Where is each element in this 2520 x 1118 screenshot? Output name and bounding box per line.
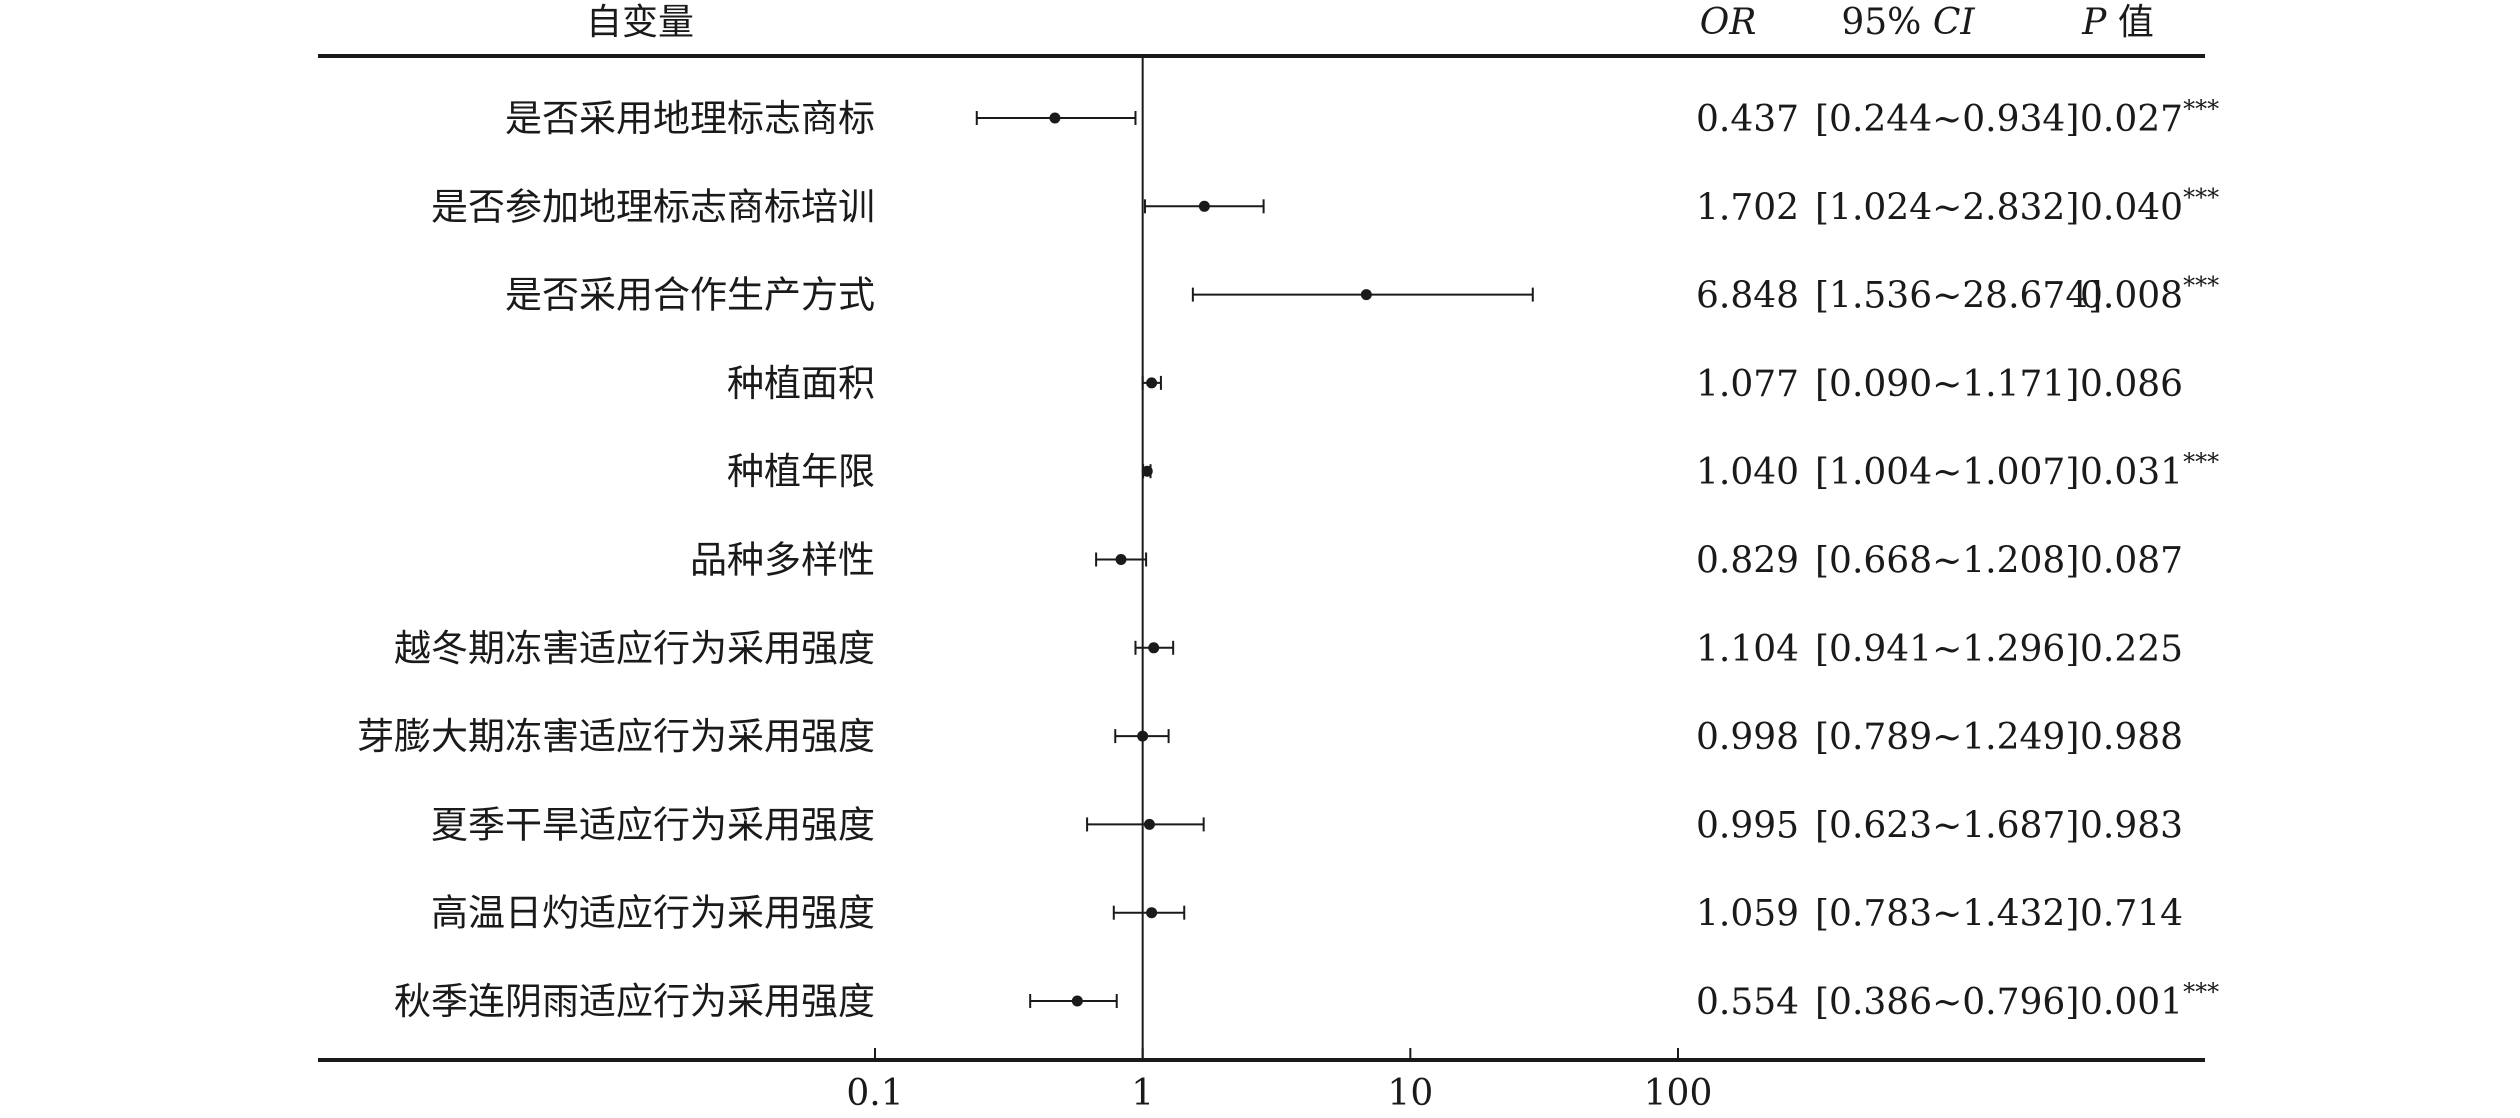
or-point <box>1146 377 1158 389</box>
or-point <box>1049 112 1061 124</box>
row-label: 夏季干旱适应行为采用强度 <box>431 803 875 846</box>
p-value: 0.988 <box>2080 717 2183 758</box>
table-row: 高温日灼适应行为采用强度 1.059 [0.783~1.432] 0.714 <box>431 892 2183 935</box>
or-value: 1.702 <box>1696 187 1799 228</box>
or-value: 0.995 <box>1696 805 1799 846</box>
p-value-number: 0.086 <box>2080 364 2183 405</box>
ci-value: [0.623~1.687] <box>1815 805 2079 846</box>
p-value-number: 0.714 <box>2080 894 2183 935</box>
p-value: 0.008*** <box>2080 272 2219 317</box>
significance-marker: *** <box>2183 978 2219 1006</box>
p-value-number: 0.001 <box>2080 982 2183 1023</box>
table-row: 种植面积 1.077 [0.090~1.171] 0.086 <box>727 362 2183 405</box>
or-value: 1.040 <box>1696 452 1799 493</box>
or-point <box>1360 289 1372 301</box>
header-ci: 95% CI <box>1841 2 1975 43</box>
ci-value: [1.004~1.007] <box>1815 452 2079 493</box>
row-label: 越冬期冻害适应行为采用强度 <box>394 627 875 670</box>
ci-value: [1.536~28.674] <box>1815 276 2102 317</box>
x-tick-label: 100 <box>1644 1073 1713 1114</box>
p-value: 0.225 <box>2080 629 2183 670</box>
p-value-number: 0.027 <box>2080 99 2183 140</box>
row-label: 品种多样性 <box>690 539 875 582</box>
ci-value: [0.386~0.796] <box>1815 982 2079 1023</box>
or-point <box>1146 907 1158 919</box>
ci-value: [0.941~1.296] <box>1815 629 2079 670</box>
p-value-number: 0.988 <box>2080 717 2183 758</box>
header-p-italic: P <box>2081 2 2107 43</box>
row-label: 种植年限 <box>727 450 875 493</box>
p-value: 0.040*** <box>2080 183 2219 228</box>
header-or: OR <box>1700 2 1757 43</box>
table-row: 是否参加地理标志商标培训 1.702 [1.024~2.832] 0.040*** <box>431 183 2219 228</box>
or-value: 1.077 <box>1696 364 1799 405</box>
or-point <box>1137 730 1149 742</box>
ci-value: [1.024~2.832] <box>1815 187 2079 228</box>
row-label: 种植面积 <box>727 362 875 405</box>
row-label: 秋季连阴雨适应行为采用强度 <box>394 980 875 1023</box>
p-value-number: 0.225 <box>2080 629 2183 670</box>
or-point <box>1148 642 1160 654</box>
p-value: 0.714 <box>2080 894 2183 935</box>
row-label: 高温日灼适应行为采用强度 <box>431 892 875 935</box>
p-value-number: 0.008 <box>2080 276 2183 317</box>
or-point <box>1198 200 1210 212</box>
ci-value: [0.090~1.171] <box>1815 364 2079 405</box>
p-value: 0.001*** <box>2080 978 2219 1023</box>
header-p-suffix: 值 <box>2106 2 2153 43</box>
significance-marker: *** <box>2183 448 2219 476</box>
p-value: 0.027*** <box>2080 95 2219 140</box>
or-value: 0.554 <box>1696 982 1799 1023</box>
p-value-number: 0.087 <box>2080 541 2183 582</box>
ci-value: [0.789~1.249] <box>1815 717 2079 758</box>
header-p: P 值 <box>2081 2 2154 43</box>
x-tick-label: 10 <box>1387 1073 1433 1114</box>
significance-marker: *** <box>2183 183 2219 211</box>
x-axis: 0.1 1 10 100 <box>846 1048 1712 1114</box>
or-point <box>1141 465 1153 477</box>
table-row: 是否采用地理标志商标 0.437 [0.244~0.934] 0.027*** <box>505 95 2219 140</box>
row-label: 是否参加地理标志商标培训 <box>431 185 875 228</box>
or-value: 1.104 <box>1696 629 1799 670</box>
or-value: 0.998 <box>1696 717 1799 758</box>
row-label: 芽膨大期冻害适应行为采用强度 <box>357 715 875 758</box>
or-point <box>1071 995 1083 1007</box>
or-value: 1.059 <box>1696 894 1799 935</box>
table-row: 种植年限 1.040 [1.004~1.007] 0.031*** <box>727 448 2219 493</box>
row-label: 是否采用合作生产方式 <box>505 274 875 317</box>
table-row: 越冬期冻害适应行为采用强度 1.104 [0.941~1.296] 0.225 <box>394 627 2183 670</box>
or-value: 0.829 <box>1696 541 1799 582</box>
significance-marker: *** <box>2183 95 2219 123</box>
ci-value: [0.244~0.934] <box>1815 99 2079 140</box>
or-point <box>1143 818 1155 830</box>
or-value: 0.437 <box>1696 99 1799 140</box>
x-tick-label: 1 <box>1131 1073 1154 1114</box>
table-row: 夏季干旱适应行为采用强度 0.995 [0.623~1.687] 0.983 <box>431 803 2183 846</box>
p-value-number: 0.983 <box>2080 805 2183 846</box>
header-ci-prefix: 95% <box>1841 2 1932 43</box>
p-value: 0.983 <box>2080 805 2183 846</box>
or-value: 6.848 <box>1696 276 1799 317</box>
p-value: 0.086 <box>2080 364 2183 405</box>
p-value-number: 0.031 <box>2080 452 2183 493</box>
table-row: 芽膨大期冻害适应行为采用强度 0.998 [0.789~1.249] 0.988 <box>357 715 2183 758</box>
ci-value: [0.783~1.432] <box>1815 894 2079 935</box>
header-variable: 自变量 <box>586 2 694 43</box>
rows: 是否采用地理标志商标 0.437 [0.244~0.934] 0.027***是否参加… <box>357 95 2219 1023</box>
table-row: 是否采用合作生产方式 6.848 [1.536~28.674]0.008*** <box>505 272 2219 317</box>
table-row: 秋季连阴雨适应行为采用强度 0.554 [0.386~0.796] 0.001*** <box>394 978 2219 1023</box>
p-value-number: 0.040 <box>2080 187 2183 228</box>
table-row: 品种多样性 0.829 [0.668~1.208] 0.087 <box>690 539 2183 582</box>
header-ci-italic: CI <box>1933 2 1976 43</box>
p-value: 0.031*** <box>2080 448 2219 493</box>
ci-value: [0.668~1.208] <box>1815 541 2079 582</box>
or-point <box>1115 554 1127 565</box>
significance-marker: *** <box>2183 272 2219 300</box>
x-tick-label: 0.1 <box>846 1073 903 1114</box>
p-value: 0.087 <box>2080 541 2183 582</box>
row-label: 是否采用地理标志商标 <box>505 97 875 140</box>
